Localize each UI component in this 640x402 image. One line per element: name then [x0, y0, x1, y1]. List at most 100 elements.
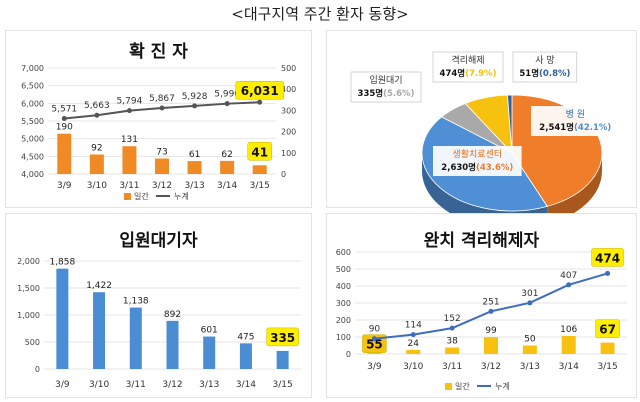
x-tick-label: 3/12 — [152, 181, 172, 191]
bar — [203, 336, 216, 369]
line-point — [488, 308, 494, 314]
pie-slice-side — [547, 153, 602, 225]
pie-slice-percent: (0.8%) — [539, 69, 570, 79]
bar — [406, 349, 421, 354]
legend-swatch — [445, 383, 452, 390]
line-point — [257, 99, 263, 105]
y-left-tick-label: 7,000 — [21, 64, 44, 73]
line-point — [61, 115, 67, 121]
legend-swatch — [124, 193, 131, 200]
bar-data-label: 92 — [91, 143, 102, 153]
waiting-chart: 0 500 1,000 1,500 2,000 1,858 3/9 1,422 3/10 1,13… — [17, 257, 301, 390]
pie-slice-percent: (43.6%) — [476, 163, 513, 173]
bar — [600, 342, 615, 354]
bar-data-label: 55 — [366, 338, 383, 352]
pie-slice-label: 격리해제 — [451, 54, 484, 66]
x-tick-label: 3/10 — [87, 181, 107, 191]
y-left-tick-label: 6,000 — [21, 99, 44, 108]
bar — [129, 307, 142, 369]
waiting-chart-title: 입원대기자 — [119, 231, 198, 251]
bar-data-label: 1,138 — [123, 297, 149, 307]
line-data-label: 5,867 — [149, 94, 175, 104]
pie-label-box — [432, 51, 504, 83]
y-left-tick-label: 6,500 — [21, 82, 44, 91]
y-left-tick-label: 4,000 — [21, 170, 44, 179]
line-data-label: 5,571 — [51, 104, 77, 114]
bar-data-label: 1,858 — [49, 258, 75, 268]
x-tick-label: 3/9 — [57, 181, 72, 191]
line-point — [410, 332, 416, 338]
bar — [252, 165, 267, 174]
bar-data-label-highlight — [247, 142, 272, 161]
bar-data-label: 61 — [189, 150, 200, 160]
status-pie-panel: 병 원 2,541명(42.1%) 생활치료센터 2,630명(43.6%) 입원대기 3… — [326, 30, 637, 230]
pie-slice-value: 335명(5.6%) — [358, 88, 415, 99]
x-tick-label: 3/10 — [403, 362, 423, 372]
y-tick-label: 2,000 — [17, 257, 40, 266]
bar — [93, 292, 106, 369]
y-left-tick-label: 4,500 — [21, 152, 44, 161]
y-tick-label: 0 — [346, 350, 351, 359]
bar-data-label: 73 — [156, 148, 167, 158]
y-right-tick-label: 0 — [281, 170, 286, 179]
pie-slice-percent: (5.6%) — [383, 89, 414, 99]
bar-data-label: 892 — [164, 310, 181, 320]
bar — [561, 335, 576, 354]
line-data-label: 474 — [595, 251, 620, 265]
pie-slice-value: 2,630명(43.6%) — [441, 162, 513, 173]
x-tick-label: 3/14 — [217, 181, 237, 191]
bar — [484, 337, 498, 354]
y-left-tick-label: 5,000 — [21, 135, 44, 144]
line-data-label: 90 — [369, 325, 381, 335]
pie-slice-value: 2,541명(42.1%) — [539, 122, 611, 133]
pie-slice-label: 병 원 — [566, 109, 585, 120]
bar — [89, 154, 104, 174]
line-data-label: 5,663 — [84, 101, 110, 111]
line-data-label: 251 — [482, 297, 499, 307]
line-data-label: 5,928 — [182, 92, 208, 102]
waiting-chart-panel: 입원대기자 0 500 1,000 1,500 2,000 1,858 3/9 1,422 3/… — [5, 213, 312, 398]
bar-data-label-highlight — [266, 327, 299, 347]
x-tick-label: 3/15 — [250, 181, 270, 191]
pie-label-box — [350, 71, 422, 103]
pie-slice-side — [422, 153, 548, 230]
line-data-label: 152 — [444, 314, 461, 324]
y-tick-label: 600 — [336, 248, 351, 257]
bar-data-label: 601 — [201, 326, 218, 336]
bar-data-label: 106 — [560, 325, 577, 335]
line-data-label: 5,990 — [214, 90, 240, 100]
x-tick-label: 3/12 — [162, 380, 182, 390]
bar-data-label: 62 — [221, 150, 232, 160]
x-tick-label: 3/15 — [597, 362, 617, 372]
y-tick-label: 500 — [25, 338, 40, 347]
bar — [122, 146, 137, 174]
y-left-tick-label: 5,500 — [21, 117, 44, 126]
x-tick-label: 3/13 — [184, 181, 204, 191]
legend-label: 일간 — [455, 381, 470, 391]
bar — [166, 320, 179, 369]
bar-data-label: 67 — [599, 323, 616, 337]
pie-slice-value: 2,541명 — [539, 122, 574, 133]
y-right-tick-label: 500 — [281, 64, 296, 73]
line-point — [224, 101, 230, 107]
bar — [239, 343, 252, 369]
pie-slice-label: 사 망 — [535, 55, 554, 66]
pie-label-box — [512, 51, 578, 83]
line-data-label: 114 — [405, 321, 422, 331]
y-right-tick-label: 300 — [281, 106, 296, 115]
pie-slice-value: 51명(0.8%) — [519, 68, 570, 79]
line-point — [566, 282, 572, 288]
bar — [57, 133, 72, 174]
y-tick-label: 500 — [336, 265, 351, 274]
bar-data-label: 475 — [237, 332, 254, 342]
y-tick-label: 100 — [336, 333, 351, 342]
line-point — [126, 108, 132, 114]
pie-slice-label: 입원대기 — [369, 74, 402, 86]
pie-slice — [507, 94, 513, 154]
pie-slice-value: 474명 — [440, 68, 466, 79]
confirmed-chart-title: 확 진 자 — [129, 42, 188, 62]
pie-slice-value: 51명 — [519, 68, 539, 79]
line-point — [371, 336, 377, 342]
x-tick-label: 3/12 — [481, 362, 501, 372]
bar-data-label: 335 — [270, 331, 295, 345]
